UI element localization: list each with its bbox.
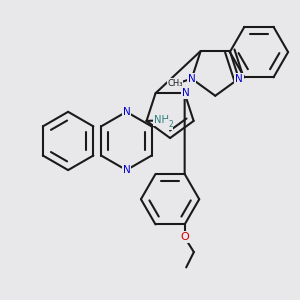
Text: N: N — [122, 107, 130, 117]
Text: N: N — [188, 74, 196, 84]
Text: N: N — [182, 88, 190, 98]
Text: CH₃: CH₃ — [167, 79, 183, 88]
Text: N: N — [235, 74, 243, 84]
Text: 2: 2 — [168, 120, 173, 129]
Text: N: N — [122, 165, 130, 175]
Text: O: O — [180, 232, 189, 242]
Text: NH: NH — [154, 115, 169, 125]
